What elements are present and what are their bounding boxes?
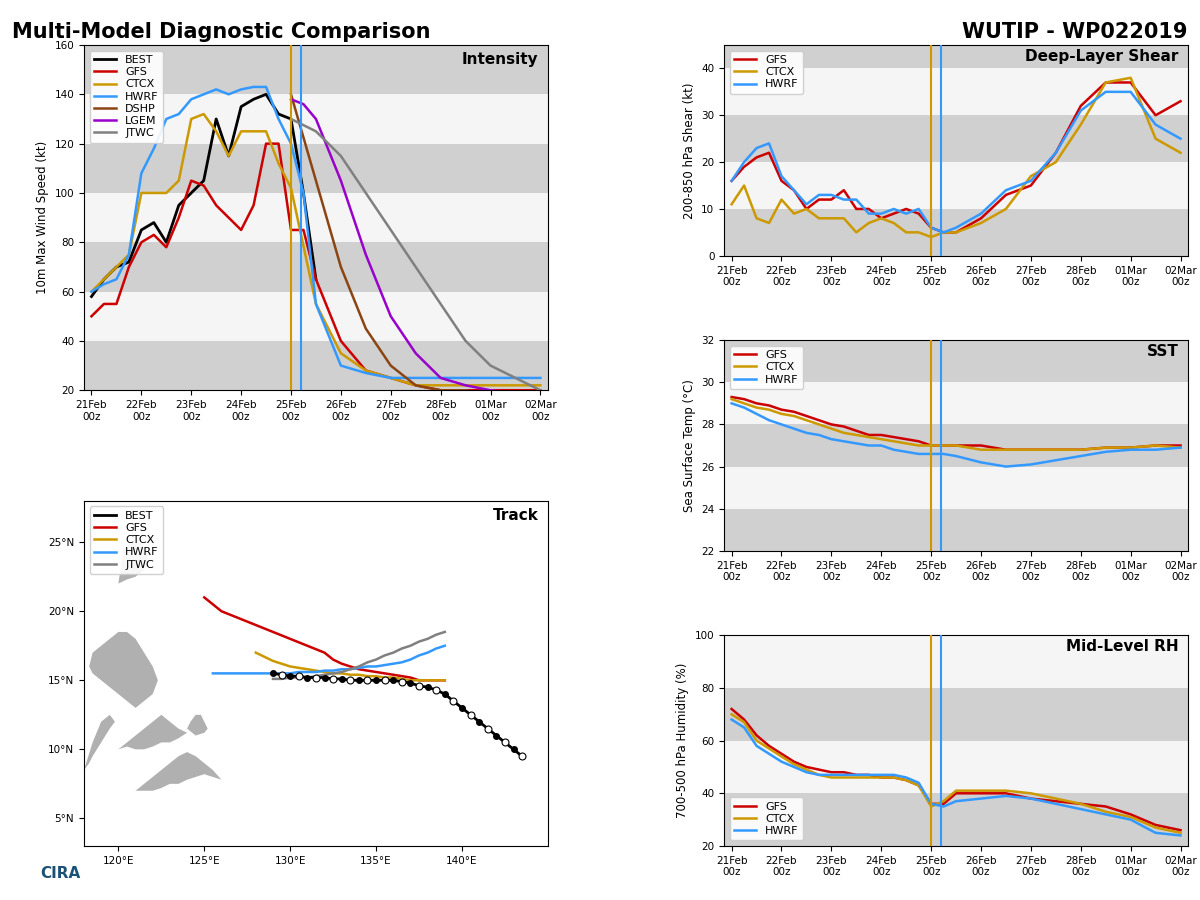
Bar — [84, 45, 548, 94]
Y-axis label: 200-850 hPa Shear (kt): 200-850 hPa Shear (kt) — [683, 82, 696, 219]
Bar — [84, 144, 548, 193]
Y-axis label: 10m Max Wind Speed (kt): 10m Max Wind Speed (kt) — [36, 141, 49, 294]
Bar — [84, 341, 548, 391]
Polygon shape — [84, 715, 115, 770]
Text: Intensity: Intensity — [462, 52, 539, 67]
Bar — [724, 425, 1188, 466]
Bar — [84, 193, 548, 242]
Bar — [724, 68, 1188, 115]
Text: Mid-Level RH: Mid-Level RH — [1066, 639, 1178, 654]
Bar — [84, 242, 548, 292]
Bar — [724, 793, 1188, 846]
Bar — [724, 466, 1188, 508]
Text: Deep-Layer Shear: Deep-Layer Shear — [1025, 50, 1178, 64]
Legend: GFS, CTCX, HWRF: GFS, CTCX, HWRF — [730, 797, 803, 841]
Text: WUTIP - WP022019: WUTIP - WP022019 — [962, 22, 1188, 42]
Legend: GFS, CTCX, HWRF: GFS, CTCX, HWRF — [730, 346, 803, 389]
Bar — [724, 162, 1188, 209]
Polygon shape — [119, 542, 149, 583]
Bar — [724, 382, 1188, 425]
Legend: BEST, GFS, CTCX, HWRF, DSHP, LGEM, JTWC: BEST, GFS, CTCX, HWRF, DSHP, LGEM, JTWC — [90, 50, 163, 143]
Bar — [724, 209, 1188, 256]
Text: CIRA: CIRA — [40, 866, 80, 880]
Legend: GFS, CTCX, HWRF: GFS, CTCX, HWRF — [730, 50, 803, 94]
Text: Track: Track — [493, 508, 539, 523]
Text: SST: SST — [1147, 345, 1178, 359]
Bar — [84, 94, 548, 144]
Bar — [724, 340, 1188, 382]
Polygon shape — [89, 632, 158, 708]
Bar — [724, 741, 1188, 793]
Legend: BEST, GFS, CTCX, HWRF, JTWC: BEST, GFS, CTCX, HWRF, JTWC — [90, 507, 163, 574]
Polygon shape — [187, 715, 208, 735]
Polygon shape — [136, 752, 222, 791]
Y-axis label: Sea Surface Temp (°C): Sea Surface Temp (°C) — [683, 379, 696, 512]
Bar — [724, 688, 1188, 741]
Bar — [724, 635, 1188, 688]
Bar — [724, 508, 1188, 551]
Bar — [724, 115, 1188, 162]
Text: Multi-Model Diagnostic Comparison: Multi-Model Diagnostic Comparison — [12, 22, 431, 42]
Y-axis label: 700-500 hPa Humidity (%): 700-500 hPa Humidity (%) — [677, 663, 689, 818]
Polygon shape — [119, 715, 187, 750]
Bar — [84, 292, 548, 341]
